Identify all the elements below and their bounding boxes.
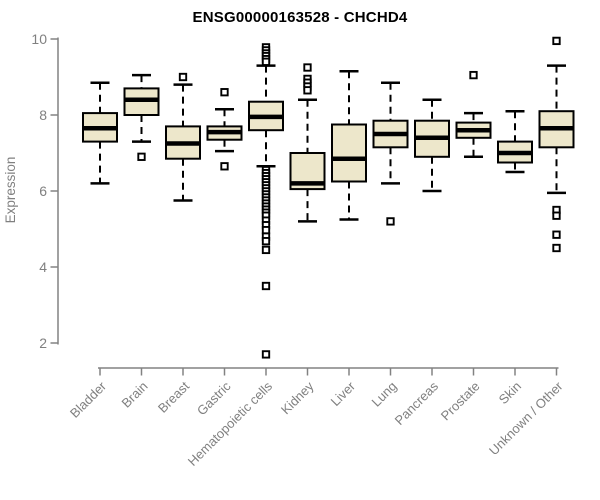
y-axis-label: Expression: [3, 157, 18, 224]
chart-title: ENSG00000163528 - CHCHD4: [192, 9, 408, 26]
x-tick-label: Kidney: [278, 378, 317, 417]
x-tick-label: Prostate: [438, 379, 483, 424]
outlier-marker: [303, 63, 312, 72]
x-tick-label: Brain: [119, 379, 151, 411]
y-tick-label: 2: [39, 335, 47, 351]
outlier-marker: [386, 217, 395, 226]
y-tick-label: 6: [39, 183, 47, 199]
outlier-marker: [178, 72, 188, 82]
x-tick-label: Breast: [155, 378, 192, 415]
y-tick-label: 4: [39, 259, 47, 275]
x-tick-label: Pancreas: [392, 378, 442, 428]
outlier-marker: [552, 243, 561, 253]
outlier-marker: [261, 245, 271, 255]
outlier-marker: [261, 225, 271, 235]
outlier-marker: [220, 162, 229, 171]
outlier-marker: [303, 86, 312, 95]
outlier-marker: [261, 57, 271, 66]
outlier-marker: [220, 88, 229, 97]
outlier-marker: [261, 350, 271, 359]
outlier-marker: [261, 281, 271, 291]
outlier-marker: [137, 152, 146, 161]
x-tick-label: Gastric: [194, 378, 234, 418]
outlier-marker: [552, 211, 561, 220]
x-tick-label: Unknown / Other: [486, 378, 566, 458]
y-tick-label: 10: [31, 31, 47, 47]
y-tick-label: 8: [39, 107, 47, 123]
x-tick-label: Liver: [328, 378, 359, 409]
outlier-marker: [261, 237, 271, 246]
outlier-marker: [552, 36, 561, 46]
box: [331, 123, 367, 183]
x-tick-label: Skin: [496, 379, 524, 407]
outlier-marker: [552, 230, 561, 239]
x-tick-label: Lung: [369, 379, 400, 410]
outlier-marker: [469, 70, 478, 80]
x-tick-label: Bladder: [67, 378, 110, 421]
